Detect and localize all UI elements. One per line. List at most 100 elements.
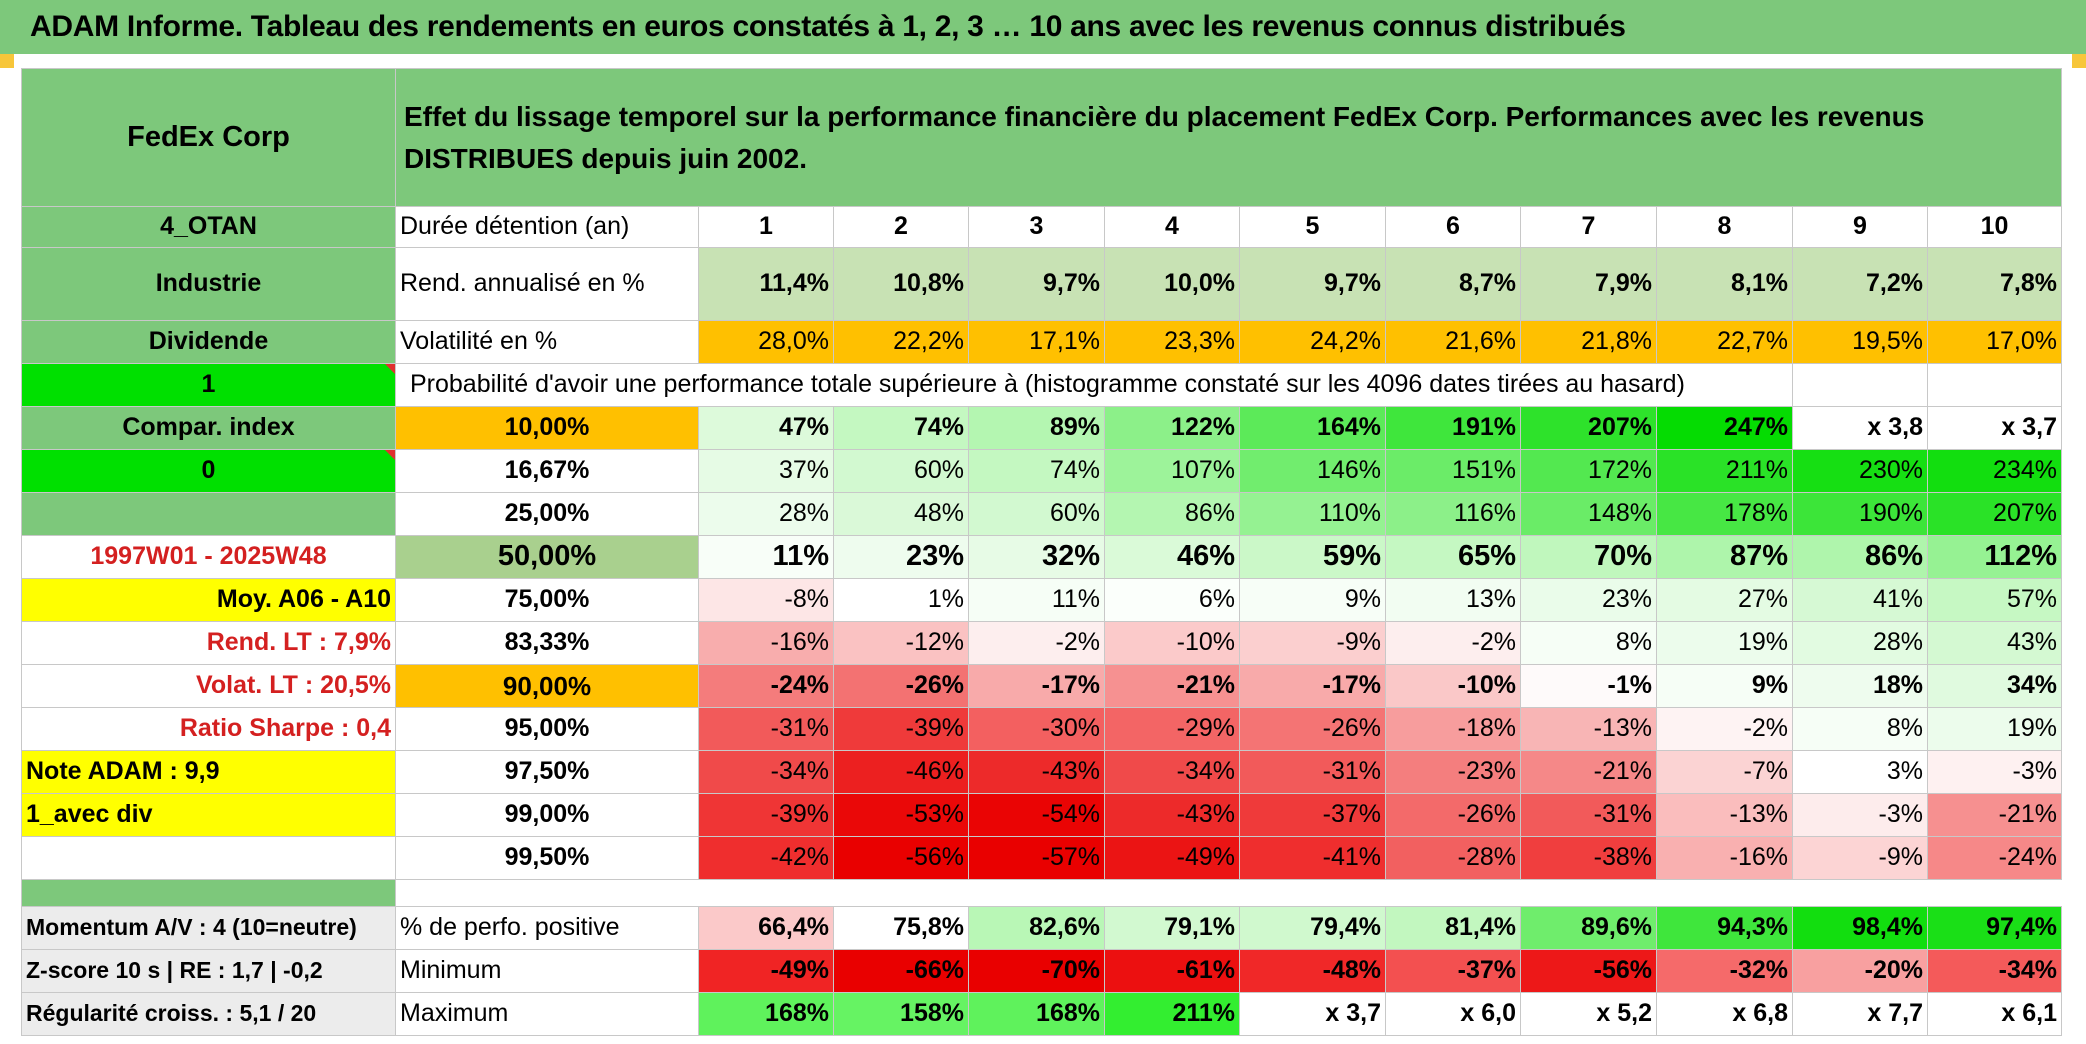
year-header: 3 <box>968 206 1105 248</box>
prob-cell: 57% <box>1927 578 2062 622</box>
prob-row-25: 25,00% 28% 48% 60% 86% 110% 116% 148% 17… <box>21 492 2062 536</box>
prob-cell: -2% <box>1656 707 1793 751</box>
prob-cell: -21% <box>1104 664 1240 708</box>
year-header: 1 <box>698 206 834 248</box>
prob-cell: -37% <box>1239 793 1386 837</box>
percentile-label: 83,33% <box>395 621 699 665</box>
prob-cell: 207% <box>1520 406 1657 450</box>
volatility-value: 23,3% <box>1104 320 1240 364</box>
prob-cell: -13% <box>1656 793 1793 837</box>
prob-cell: -56% <box>833 836 969 880</box>
prob-cell: 230% <box>1792 449 1928 493</box>
prob-row-99-5: 99,50% -42% -56% -57% -49% -41% -28% -38… <box>21 836 2062 880</box>
prob-cell: 8% <box>1792 707 1928 751</box>
volatility-value: 21,6% <box>1385 320 1521 364</box>
prob-cell: 190% <box>1792 492 1928 536</box>
prob-cell: 41% <box>1792 578 1928 622</box>
prob-cell: 13% <box>1385 578 1521 622</box>
prob-cell: 116% <box>1385 492 1521 536</box>
prob-row-75: Moy. A06 - A10 75,00% -8% 1% 11% 6% 9% 1… <box>21 578 2062 622</box>
year-header: 4 <box>1104 206 1240 248</box>
year-header: 9 <box>1792 206 1928 248</box>
maximum-label: Maximum <box>395 992 699 1036</box>
prob-cell: -7% <box>1656 750 1793 794</box>
positive-perf-label: % de perfo. positive <box>395 906 699 950</box>
regularity-label: Régularité croiss. : 5,1 / 20 <box>21 992 396 1036</box>
prob-cell: 146% <box>1239 449 1386 493</box>
volatility-value: 17,0% <box>1927 320 2062 364</box>
prob-cell: -3% <box>1792 793 1928 837</box>
maximum-value: x 5,2 <box>1520 992 1657 1036</box>
positive-row: Momentum A/V : 4 (10=neutre) % de perfo.… <box>21 906 2062 950</box>
maximum-row: Régularité croiss. : 5,1 / 20 Maximum 16… <box>21 992 2062 1036</box>
prob-cell: 28% <box>698 492 834 536</box>
prob-row-99: 1_avec div 99,00% -39% -53% -54% -43% -3… <box>21 793 2062 837</box>
prob-cell: 9% <box>1239 578 1386 622</box>
prob-cell: 87% <box>1656 535 1793 579</box>
maximum-value: x 6,0 <box>1385 992 1521 1036</box>
minimum-value: -61% <box>1104 949 1240 993</box>
annual-return-value: 11,4% <box>698 247 834 321</box>
probability-label: Probabilité d'avoir une performance tota… <box>395 363 1793 407</box>
prob-cell: 86% <box>1104 492 1240 536</box>
zscore-label: Z-score 10 s | RE : 1,7 | -0,2 <box>21 949 396 993</box>
flag-zero: 0 <box>21 449 396 493</box>
percentile-label: 95,00% <box>395 707 699 751</box>
positive-perf-value: 97,4% <box>1927 906 2062 950</box>
percentile-label: 97,50% <box>395 750 699 794</box>
prob-cell: 70% <box>1520 535 1657 579</box>
flag-one: 1 <box>21 363 396 407</box>
empty-cell <box>1792 363 1928 407</box>
annual-return-value: 9,7% <box>968 247 1105 321</box>
volatility-value: 24,2% <box>1239 320 1386 364</box>
prob-cell: 107% <box>1104 449 1240 493</box>
prob-cell: -28% <box>1385 836 1521 880</box>
positive-perf-value: 75,8% <box>833 906 969 950</box>
prob-cell: -21% <box>1927 793 2062 837</box>
maximum-value: x 7,7 <box>1792 992 1928 1036</box>
prob-cell: 234% <box>1927 449 2062 493</box>
prob-cell: 23% <box>833 535 969 579</box>
prob-cell: 164% <box>1239 406 1386 450</box>
year-header: 8 <box>1656 206 1793 248</box>
company-name: FedEx Corp <box>21 68 396 207</box>
prob-cell: -34% <box>1104 750 1240 794</box>
minimum-value: -37% <box>1385 949 1521 993</box>
prob-cell: -31% <box>1239 750 1386 794</box>
prob-cell: 151% <box>1385 449 1521 493</box>
long-term-return: Rend. LT : 7,9% <box>21 621 396 665</box>
volatility-value: 17,1% <box>968 320 1105 364</box>
prob-cell: 112% <box>1927 535 2062 579</box>
prob-cell: 207% <box>1927 492 2062 536</box>
maximum-value: 168% <box>968 992 1105 1036</box>
prob-cell: -17% <box>1239 664 1386 708</box>
prob-cell: 74% <box>968 449 1105 493</box>
prob-cell: x 3,8 <box>1792 406 1928 450</box>
minimum-value: -32% <box>1656 949 1793 993</box>
prob-cell: 191% <box>1385 406 1521 450</box>
empty-green-cell <box>21 879 396 907</box>
positive-perf-value: 66,4% <box>698 906 834 950</box>
volatility-value: 22,7% <box>1656 320 1793 364</box>
maximum-value: 168% <box>698 992 834 1036</box>
prob-cell: -3% <box>1927 750 2062 794</box>
prob-cell: -1% <box>1520 664 1657 708</box>
prob-cell: 47% <box>698 406 834 450</box>
prob-cell: -16% <box>1656 836 1793 880</box>
sharpe-ratio: Ratio Sharpe : 0,4 <box>21 707 396 751</box>
prob-cell: 89% <box>968 406 1105 450</box>
minimum-value: -66% <box>833 949 969 993</box>
prob-cell: 48% <box>833 492 969 536</box>
minimum-value: -49% <box>698 949 834 993</box>
sector: Industrie <box>21 247 396 321</box>
minimum-value: -34% <box>1927 949 2062 993</box>
year-header: 2 <box>833 206 969 248</box>
prob-cell: -46% <box>833 750 969 794</box>
prob-cell: 18% <box>1792 664 1928 708</box>
percentile-label: 10,00% <box>395 406 699 450</box>
compar-index-label: Compar. index <box>21 406 396 450</box>
prob-cell: 1% <box>833 578 969 622</box>
percentile-label: 75,00% <box>395 578 699 622</box>
prob-cell: x 3,7 <box>1927 406 2062 450</box>
prob-cell: 60% <box>833 449 969 493</box>
